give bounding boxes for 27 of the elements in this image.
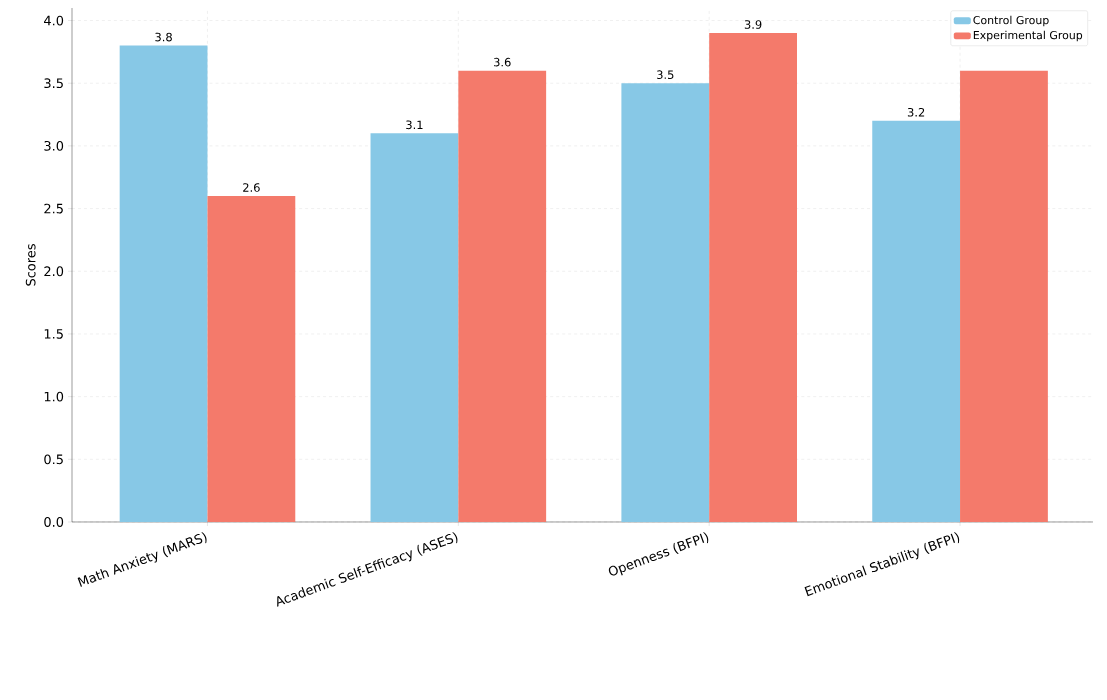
data-label: 3.9 [744, 20, 762, 29]
y-tick-label: 3.0 [44, 140, 64, 151]
bar [621, 83, 710, 522]
y-tick-label: 1.5 [44, 329, 63, 339]
bar [960, 70, 1048, 522]
legend-label: Control Group [973, 15, 1049, 27]
bar [119, 45, 208, 522]
y-tick-label: 2.0 [44, 266, 64, 277]
y-axis-title: Scores [25, 244, 36, 286]
data-label: 3.1 [406, 120, 423, 130]
bar [872, 120, 961, 522]
data-label: 3.5 [657, 70, 674, 79]
y-tick-label: 1.0 [44, 391, 64, 402]
bar [370, 133, 459, 522]
legend-label: Experimental Group [973, 30, 1083, 42]
y-tick-label: 2.5 [44, 203, 63, 214]
data-label: 3.8 [155, 32, 172, 42]
data-label: 2.6 [243, 183, 260, 192]
data-label: 3.6 [494, 57, 511, 67]
y-tick-label: 0.0 [44, 517, 64, 527]
data-label: 3.2 [907, 107, 925, 117]
y-tick-label: 0.5 [44, 454, 63, 465]
bar [709, 33, 797, 522]
y-tick-label: 4.0 [44, 15, 64, 26]
bar [458, 70, 547, 522]
y-tick-label: 3.5 [44, 78, 63, 89]
bar [207, 196, 296, 522]
